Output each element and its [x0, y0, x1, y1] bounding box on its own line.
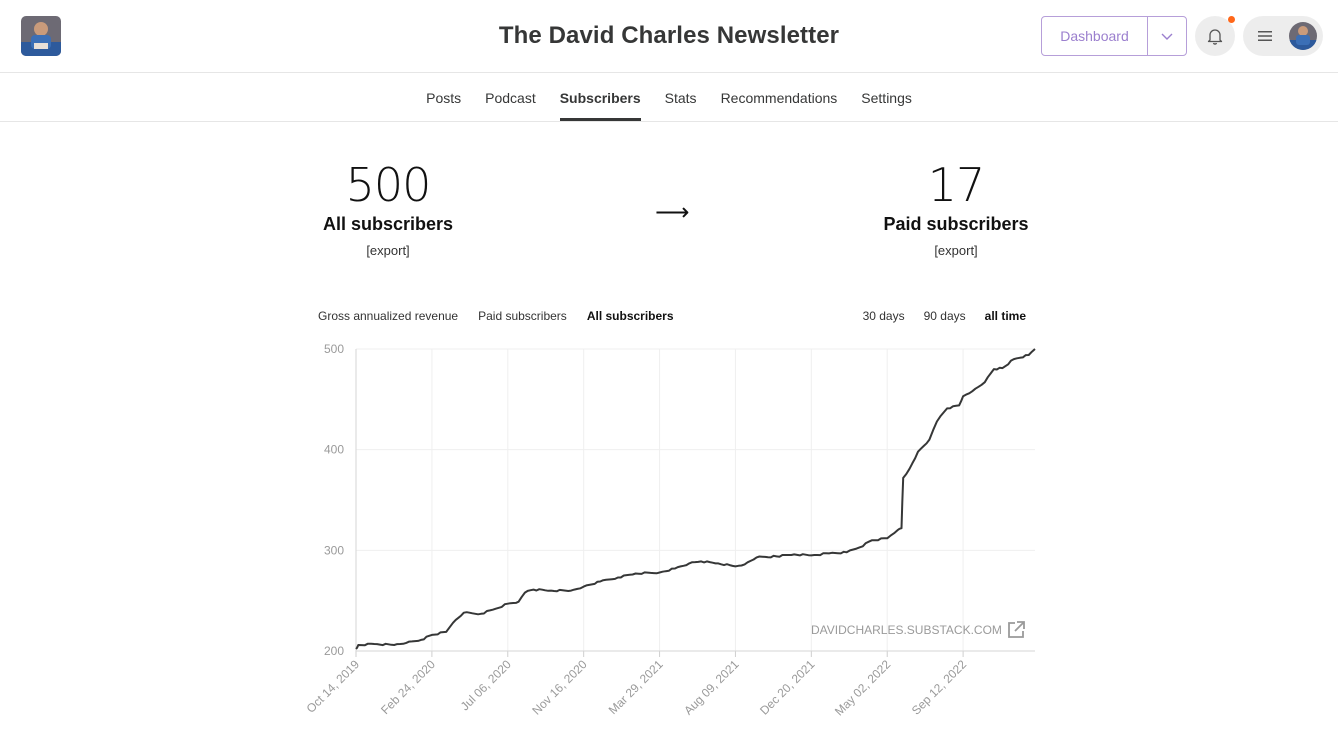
publication-logo[interactable] — [21, 16, 61, 56]
export-paid-subscribers-link[interactable]: [export] — [934, 243, 978, 258]
dashboard-button[interactable]: Dashboard — [1042, 17, 1148, 55]
metric-all-subscribers[interactable]: All subscribers — [586, 309, 674, 323]
chevron-down-icon — [1161, 33, 1173, 40]
y-tick-label: 500 — [324, 342, 344, 356]
tab-recommendations[interactable]: Recommendations — [720, 90, 838, 106]
bell-icon — [1207, 29, 1223, 45]
tab-stats[interactable]: Stats — [664, 90, 697, 106]
x-tick-label: Mar 29, 2021 — [606, 657, 666, 717]
x-tick-label: May 02, 2022 — [832, 657, 894, 719]
y-axis-ticks: 200 300 400 500 — [324, 342, 344, 658]
range-90-days[interactable]: 90 days — [923, 309, 966, 323]
x-tick-label: Oct 14, 2019 — [304, 657, 363, 716]
y-tick-label: 400 — [324, 443, 344, 457]
user-avatar — [1289, 22, 1317, 50]
chart-metric-tabs: Gross annualized revenue Paid subscriber… — [318, 309, 694, 323]
metric-paid-subscribers[interactable]: Paid subscribers — [478, 309, 567, 323]
all-subscribers-label: All subscribers — [322, 214, 454, 234]
y-tick-label: 200 — [324, 644, 344, 658]
metric-gross-annualized-revenue[interactable]: Gross annualized revenue — [318, 309, 459, 323]
paid-subscribers-stat: 17 Paid subscribers [export] — [856, 158, 1056, 260]
external-link-icon — [1008, 621, 1025, 638]
chart-axes — [355, 349, 1035, 657]
paid-subscribers-count: 17 — [927, 158, 986, 212]
section-tabs: Posts Podcast Subscribers Stats Recommen… — [0, 73, 1338, 122]
tab-posts[interactable]: Posts — [426, 90, 462, 106]
x-tick-label: Dec 20, 2021 — [757, 657, 818, 718]
all-subscribers-stat: 500 All subscribers [export] — [288, 158, 488, 260]
y-tick-label: 300 — [324, 543, 344, 557]
watermark-text: DAVIDCHARLES.SUBSTACK.COM — [811, 623, 1002, 637]
chart-range-tabs: 30 days 90 days all time — [844, 309, 1026, 323]
user-menu-button[interactable] — [1243, 16, 1323, 56]
tab-settings[interactable]: Settings — [861, 90, 912, 106]
tab-podcast[interactable]: Podcast — [485, 90, 536, 106]
substack-link[interactable]: DAVIDCHARLES.SUBSTACK.COM — [811, 620, 1026, 640]
x-tick-label: Nov 16, 2020 — [529, 657, 590, 718]
notifications-button[interactable] — [1195, 16, 1235, 56]
range-30-days[interactable]: 30 days — [862, 309, 905, 323]
x-tick-label: Aug 09, 2021 — [681, 657, 742, 718]
export-all-subscribers-link[interactable]: [export] — [366, 243, 410, 258]
all-subscribers-count: 500 — [345, 158, 432, 212]
x-tick-label: Sep 12, 2022 — [909, 657, 970, 718]
paid-subscribers-label: Paid subscribers — [883, 214, 1029, 234]
dashboard-dropdown-button[interactable] — [1148, 17, 1186, 55]
dashboard-button-group: Dashboard — [1041, 16, 1187, 56]
x-tick-label: Feb 24, 2020 — [378, 657, 438, 717]
arrow-icon: ⟶ — [655, 199, 690, 226]
x-axis-ticks: Oct 14, 2019 Feb 24, 2020 Jul 06, 2020 Nov … — [304, 657, 970, 719]
range-all-time[interactable]: all time — [984, 309, 1026, 323]
notification-badge — [1228, 16, 1235, 23]
chart-grid — [356, 348, 1035, 652]
publication-title[interactable]: The David Charles Newsletter — [498, 22, 840, 49]
tab-subscribers[interactable]: Subscribers — [559, 73, 641, 121]
subscribers-line — [355, 348, 1036, 650]
x-tick-label: Jul 06, 2020 — [458, 657, 514, 713]
publication-logo-image — [21, 16, 61, 56]
menu-icon — [1258, 31, 1272, 41]
top-header: The David Charles Newsletter Dashboard — [0, 0, 1338, 73]
